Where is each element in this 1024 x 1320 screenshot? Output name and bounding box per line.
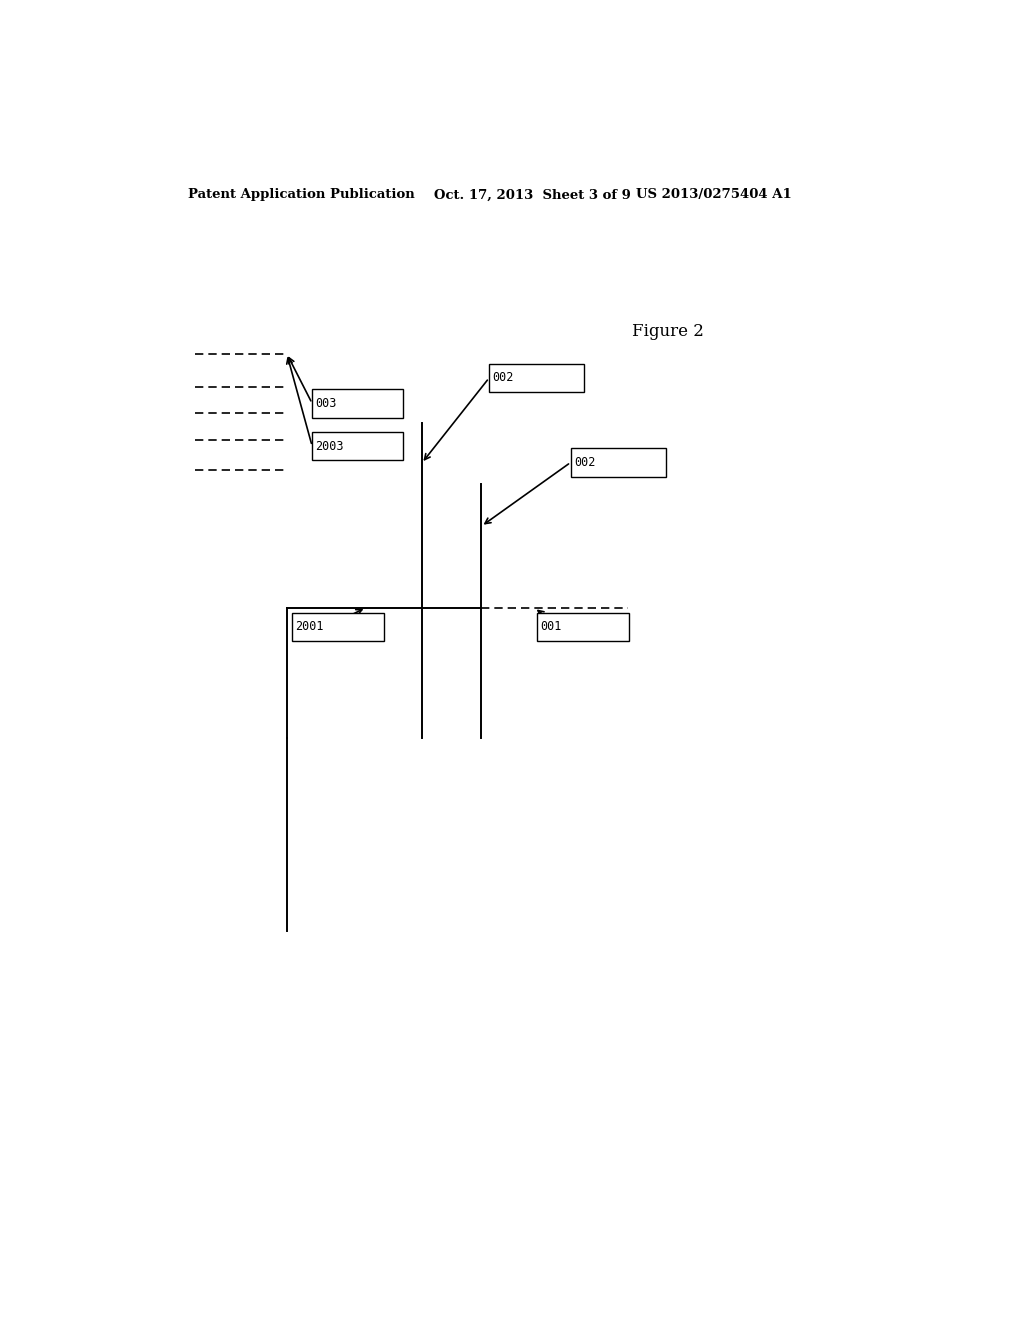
Text: Patent Application Publication: Patent Application Publication <box>187 189 415 202</box>
Text: 001: 001 <box>541 620 562 634</box>
Bar <box>312 432 403 461</box>
Text: 2003: 2003 <box>315 440 344 453</box>
Text: 002: 002 <box>574 455 595 469</box>
Text: 003: 003 <box>315 397 337 409</box>
Text: Oct. 17, 2013  Sheet 3 of 9: Oct. 17, 2013 Sheet 3 of 9 <box>433 189 631 202</box>
Bar <box>570 447 666 477</box>
Text: 002: 002 <box>493 371 514 384</box>
Text: 2001: 2001 <box>296 620 324 634</box>
Text: US 2013/0275404 A1: US 2013/0275404 A1 <box>636 189 792 202</box>
Bar <box>489 364 585 392</box>
Text: Figure 2: Figure 2 <box>632 322 703 339</box>
Bar <box>292 612 384 642</box>
Bar <box>538 612 629 642</box>
Bar <box>312 389 403 417</box>
